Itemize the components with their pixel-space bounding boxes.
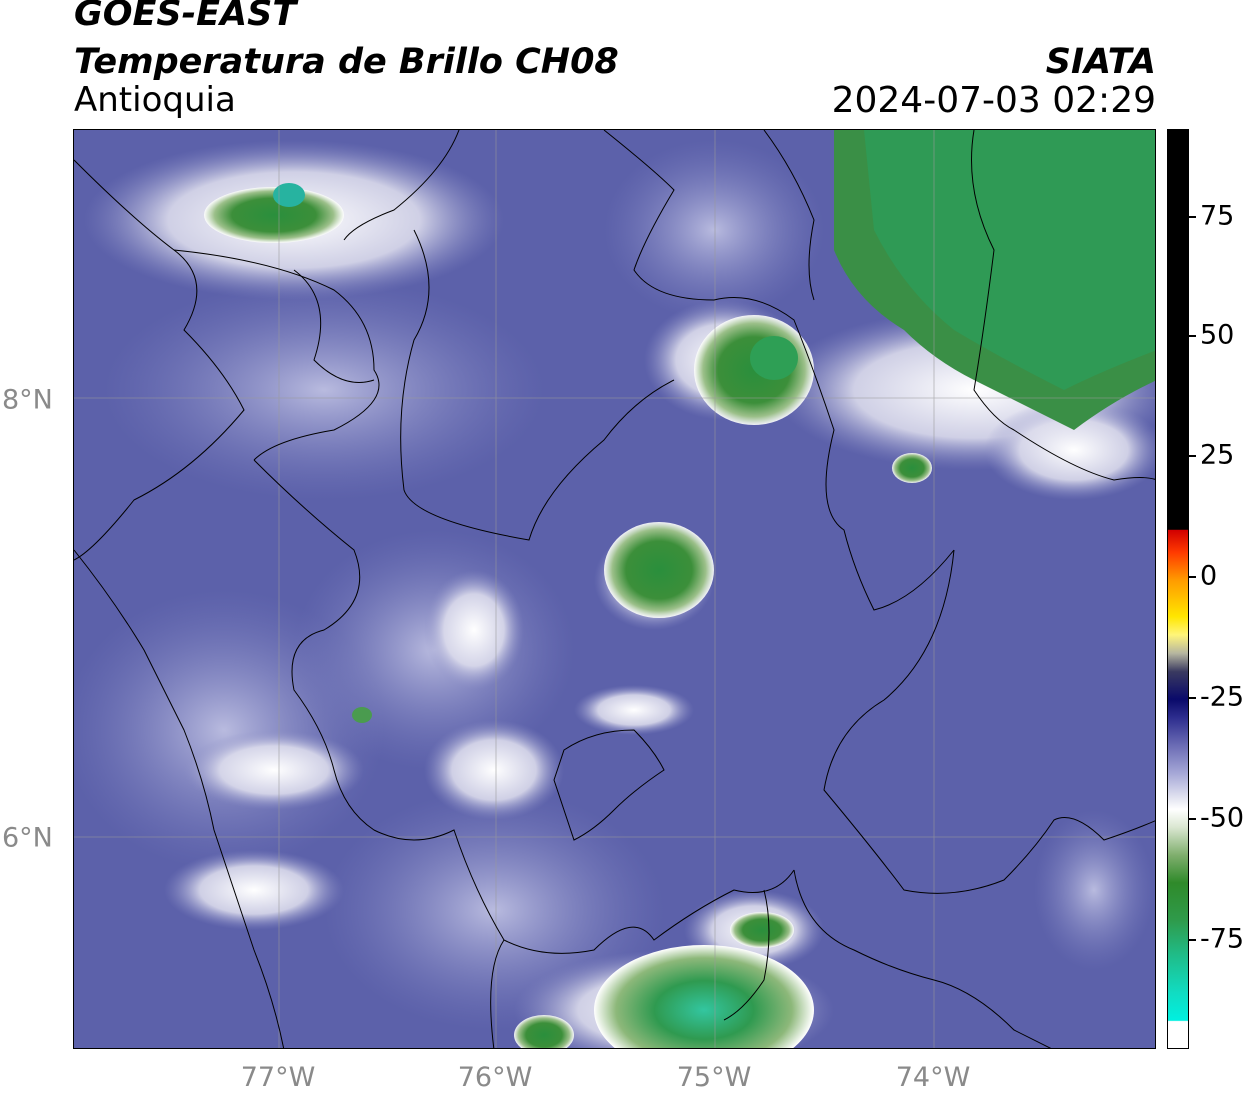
timestamp-label: 2024-07-03 02:29 xyxy=(831,80,1156,121)
colorbar-tick xyxy=(1189,697,1196,699)
brightness-temperature-field xyxy=(74,130,1155,1048)
graticule xyxy=(74,130,1155,1048)
colorbar-tick xyxy=(1189,335,1196,337)
title-satellite: GOES-EAST xyxy=(74,0,297,34)
colorbar-label-25: 25 xyxy=(1200,439,1235,471)
colorbar-tick xyxy=(1189,939,1196,941)
colorbar-label-0: 0 xyxy=(1200,560,1218,592)
colorbar xyxy=(1167,129,1189,1049)
colorbar-label-minus50: -50 xyxy=(1200,802,1245,834)
colorbar-tick xyxy=(1189,818,1196,820)
colorbar-label-50: 50 xyxy=(1200,319,1235,351)
admin-boundaries xyxy=(74,130,1155,1048)
lon-label-76w: 76°W xyxy=(457,1062,533,1093)
colorbar-tick xyxy=(1189,455,1196,457)
lon-label-75w: 75°W xyxy=(676,1062,752,1093)
lat-label-8n: 8°N xyxy=(2,384,53,416)
colorbar-tick xyxy=(1189,216,1196,218)
brand-label: SIATA xyxy=(1045,42,1156,82)
satellite-map xyxy=(73,129,1156,1049)
title-product: Temperatura de Brillo CH08 xyxy=(74,42,619,82)
lon-label-77w: 77°W xyxy=(240,1062,316,1093)
lat-label-6n: 6°N xyxy=(2,822,53,854)
colorbar-tick xyxy=(1189,576,1196,578)
lon-label-74w: 74°W xyxy=(895,1062,971,1093)
subtitle-region: Antioquia xyxy=(74,80,236,120)
colorbar-label-minus25: -25 xyxy=(1200,681,1245,713)
colorbar-label-75: 75 xyxy=(1200,200,1235,232)
colorbar-label-minus75: -75 xyxy=(1200,923,1245,955)
